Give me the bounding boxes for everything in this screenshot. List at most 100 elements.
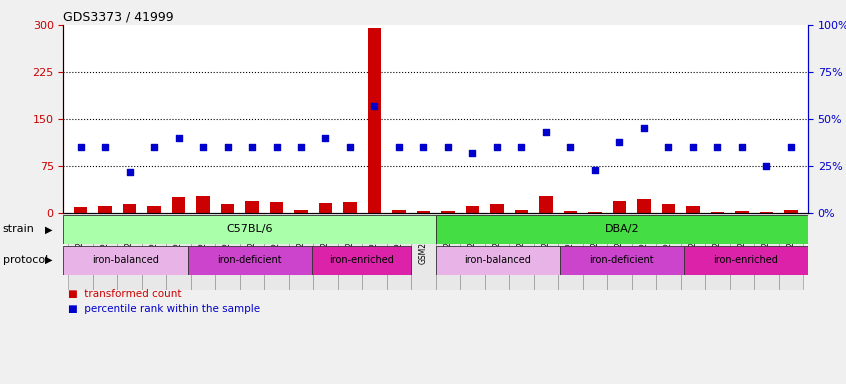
Bar xyxy=(311,246,411,275)
Bar xyxy=(680,215,705,290)
Point xyxy=(441,144,454,151)
Bar xyxy=(63,246,188,275)
Bar xyxy=(460,215,485,290)
Bar xyxy=(270,202,283,213)
Bar xyxy=(760,212,773,213)
Text: DBA/2: DBA/2 xyxy=(605,224,639,235)
Bar xyxy=(196,195,210,213)
Bar xyxy=(417,211,430,213)
Text: GSM262798: GSM262798 xyxy=(248,217,256,263)
Point xyxy=(123,169,136,175)
Bar xyxy=(393,210,406,213)
Bar xyxy=(245,200,259,213)
Bar xyxy=(711,212,724,213)
Text: iron-deficient: iron-deficient xyxy=(217,255,282,265)
Bar xyxy=(436,246,560,275)
Point xyxy=(368,103,382,109)
Text: C57BL/6: C57BL/6 xyxy=(227,224,272,235)
Bar xyxy=(784,210,798,213)
Bar xyxy=(485,215,509,290)
Text: GSM262770: GSM262770 xyxy=(174,217,183,263)
Text: GSM262762: GSM262762 xyxy=(76,217,85,263)
Bar xyxy=(662,204,675,213)
Point xyxy=(563,144,577,151)
Bar xyxy=(188,246,311,275)
Bar xyxy=(613,200,626,213)
Bar xyxy=(436,215,808,244)
Bar xyxy=(172,197,185,213)
Text: iron-enriched: iron-enriched xyxy=(713,255,778,265)
Point xyxy=(221,144,234,151)
Text: GSM262953: GSM262953 xyxy=(640,217,648,263)
Bar xyxy=(98,205,112,213)
Text: GSM262771: GSM262771 xyxy=(321,217,330,263)
Point xyxy=(784,144,798,151)
Text: protocol: protocol xyxy=(3,255,47,265)
Text: iron-balanced: iron-balanced xyxy=(464,255,531,265)
Text: iron-balanced: iron-balanced xyxy=(92,255,159,265)
Point xyxy=(393,144,406,151)
Bar xyxy=(147,205,161,213)
Bar xyxy=(588,212,602,213)
Bar xyxy=(778,215,803,290)
Point xyxy=(343,144,357,151)
Bar xyxy=(93,215,118,290)
Bar xyxy=(74,207,87,213)
Text: GSM262954: GSM262954 xyxy=(664,217,673,263)
Bar xyxy=(583,215,607,290)
Point xyxy=(147,144,161,151)
Bar xyxy=(754,215,778,290)
Text: GSM262772: GSM262772 xyxy=(345,217,354,263)
Bar xyxy=(118,215,142,290)
Point xyxy=(270,144,283,151)
Bar xyxy=(539,195,552,213)
Text: GSM262796: GSM262796 xyxy=(199,217,207,263)
Bar xyxy=(239,215,264,290)
Bar xyxy=(534,215,558,290)
Bar xyxy=(362,215,387,290)
Text: GSM262765: GSM262765 xyxy=(101,217,110,263)
Bar xyxy=(294,210,308,213)
Bar xyxy=(705,215,729,290)
Bar xyxy=(387,215,411,290)
Bar xyxy=(558,215,583,290)
Text: ■  transformed count: ■ transformed count xyxy=(68,289,181,299)
Text: strain: strain xyxy=(3,224,35,235)
Bar xyxy=(465,205,479,213)
Point xyxy=(686,144,700,151)
Point xyxy=(588,167,602,173)
Point xyxy=(711,144,724,151)
Point xyxy=(735,144,749,151)
Bar xyxy=(191,215,215,290)
Bar xyxy=(123,204,136,213)
Bar xyxy=(563,211,577,213)
Bar xyxy=(436,215,460,290)
Bar xyxy=(142,215,167,290)
Bar xyxy=(411,215,436,290)
Text: GSM262841: GSM262841 xyxy=(689,217,697,263)
Point xyxy=(613,139,626,145)
Text: GSM262794: GSM262794 xyxy=(394,217,404,263)
Text: GSM262951: GSM262951 xyxy=(591,217,599,263)
Point xyxy=(98,144,112,151)
Point xyxy=(196,144,210,151)
Bar xyxy=(686,205,700,213)
Point xyxy=(490,144,503,151)
Point xyxy=(172,135,185,141)
Text: GDS3373 / 41999: GDS3373 / 41999 xyxy=(63,10,174,23)
Bar xyxy=(69,215,93,290)
Text: iron-enriched: iron-enriched xyxy=(329,255,393,265)
Bar xyxy=(63,215,436,244)
Text: GSM262820: GSM262820 xyxy=(492,217,502,263)
Bar xyxy=(490,204,503,213)
Bar xyxy=(368,28,382,213)
Point xyxy=(74,144,87,151)
Bar xyxy=(735,211,749,213)
Bar xyxy=(684,246,808,275)
Bar xyxy=(442,210,454,213)
Bar xyxy=(509,215,534,290)
Text: ■  percentile rank within the sample: ■ percentile rank within the sample xyxy=(68,304,260,314)
Text: GSM262842: GSM262842 xyxy=(713,217,722,263)
Bar xyxy=(632,215,656,290)
Text: GSM262817: GSM262817 xyxy=(443,217,453,263)
